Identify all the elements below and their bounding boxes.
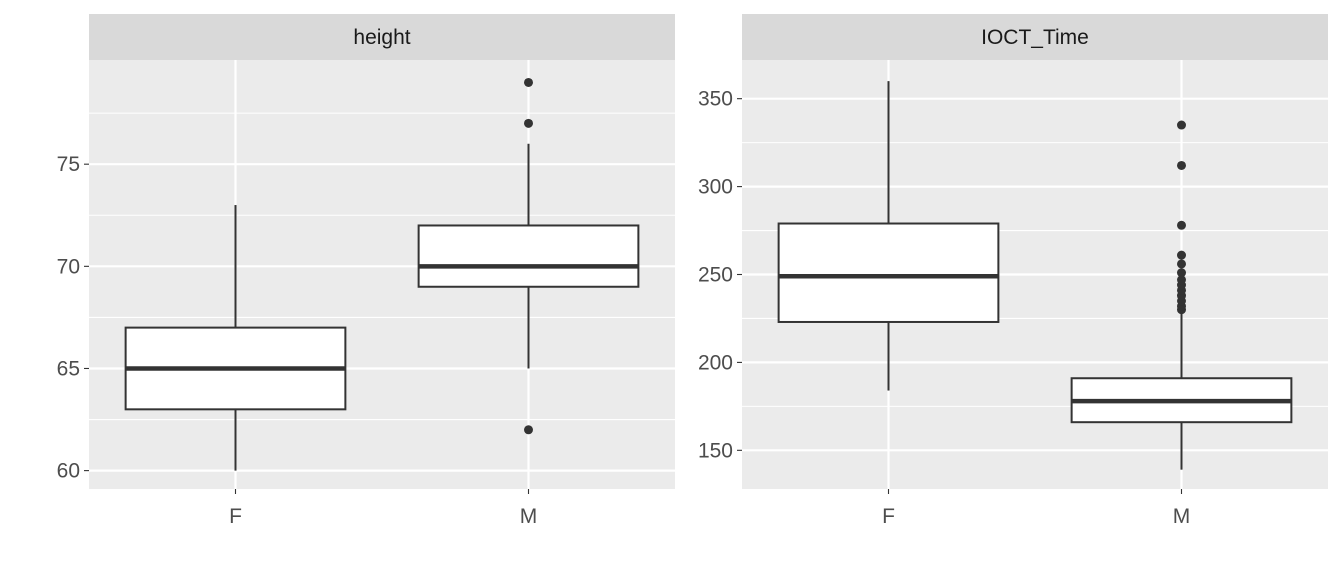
outlier-point: [1177, 275, 1186, 285]
y-tick-label: 200: [698, 351, 733, 374]
facet-panel-1: IOCT_Time 150 200 250 300 350 F M: [698, 14, 1328, 528]
y-tick-label: 150: [698, 439, 733, 462]
outlier-point: [1177, 268, 1186, 278]
y-tick-label: 70: [57, 255, 80, 278]
y-tick-label: 75: [57, 153, 80, 176]
boxplot-F: [777, 81, 1000, 391]
facet-strip: [89, 14, 675, 60]
x-tick-label: F: [882, 505, 895, 528]
y-tick-label: 300: [698, 176, 733, 199]
outlier-point: [1177, 259, 1186, 269]
y-tick-label: 350: [698, 88, 733, 111]
x-tick-label: F: [229, 505, 242, 528]
outlier-point: [1177, 120, 1186, 130]
outlier-point: [524, 425, 533, 435]
outlier-point: [524, 77, 533, 87]
outlier-point: [1177, 160, 1186, 170]
box-iqr: [777, 222, 1000, 323]
outlier-point: [1177, 250, 1186, 260]
x-tick-label: M: [520, 505, 538, 528]
facet-strip-label: IOCT_Time: [981, 26, 1089, 49]
facet-panel-0: height 60 65 70 75 F M: [57, 14, 675, 528]
y-tick-label: 250: [698, 264, 733, 287]
facet-strip: [742, 14, 1328, 60]
facet-strip-label: height: [353, 26, 410, 49]
boxplot-F: [124, 205, 347, 471]
boxplot-M: [417, 77, 640, 435]
x-tick-label: M: [1173, 505, 1191, 528]
outlier-point: [1177, 220, 1186, 230]
y-tick-label: 65: [57, 357, 80, 380]
box-iqr: [417, 224, 640, 288]
y-tick-label: 60: [57, 460, 80, 483]
boxplot-M: [1070, 120, 1293, 470]
outlier-point: [524, 118, 533, 128]
